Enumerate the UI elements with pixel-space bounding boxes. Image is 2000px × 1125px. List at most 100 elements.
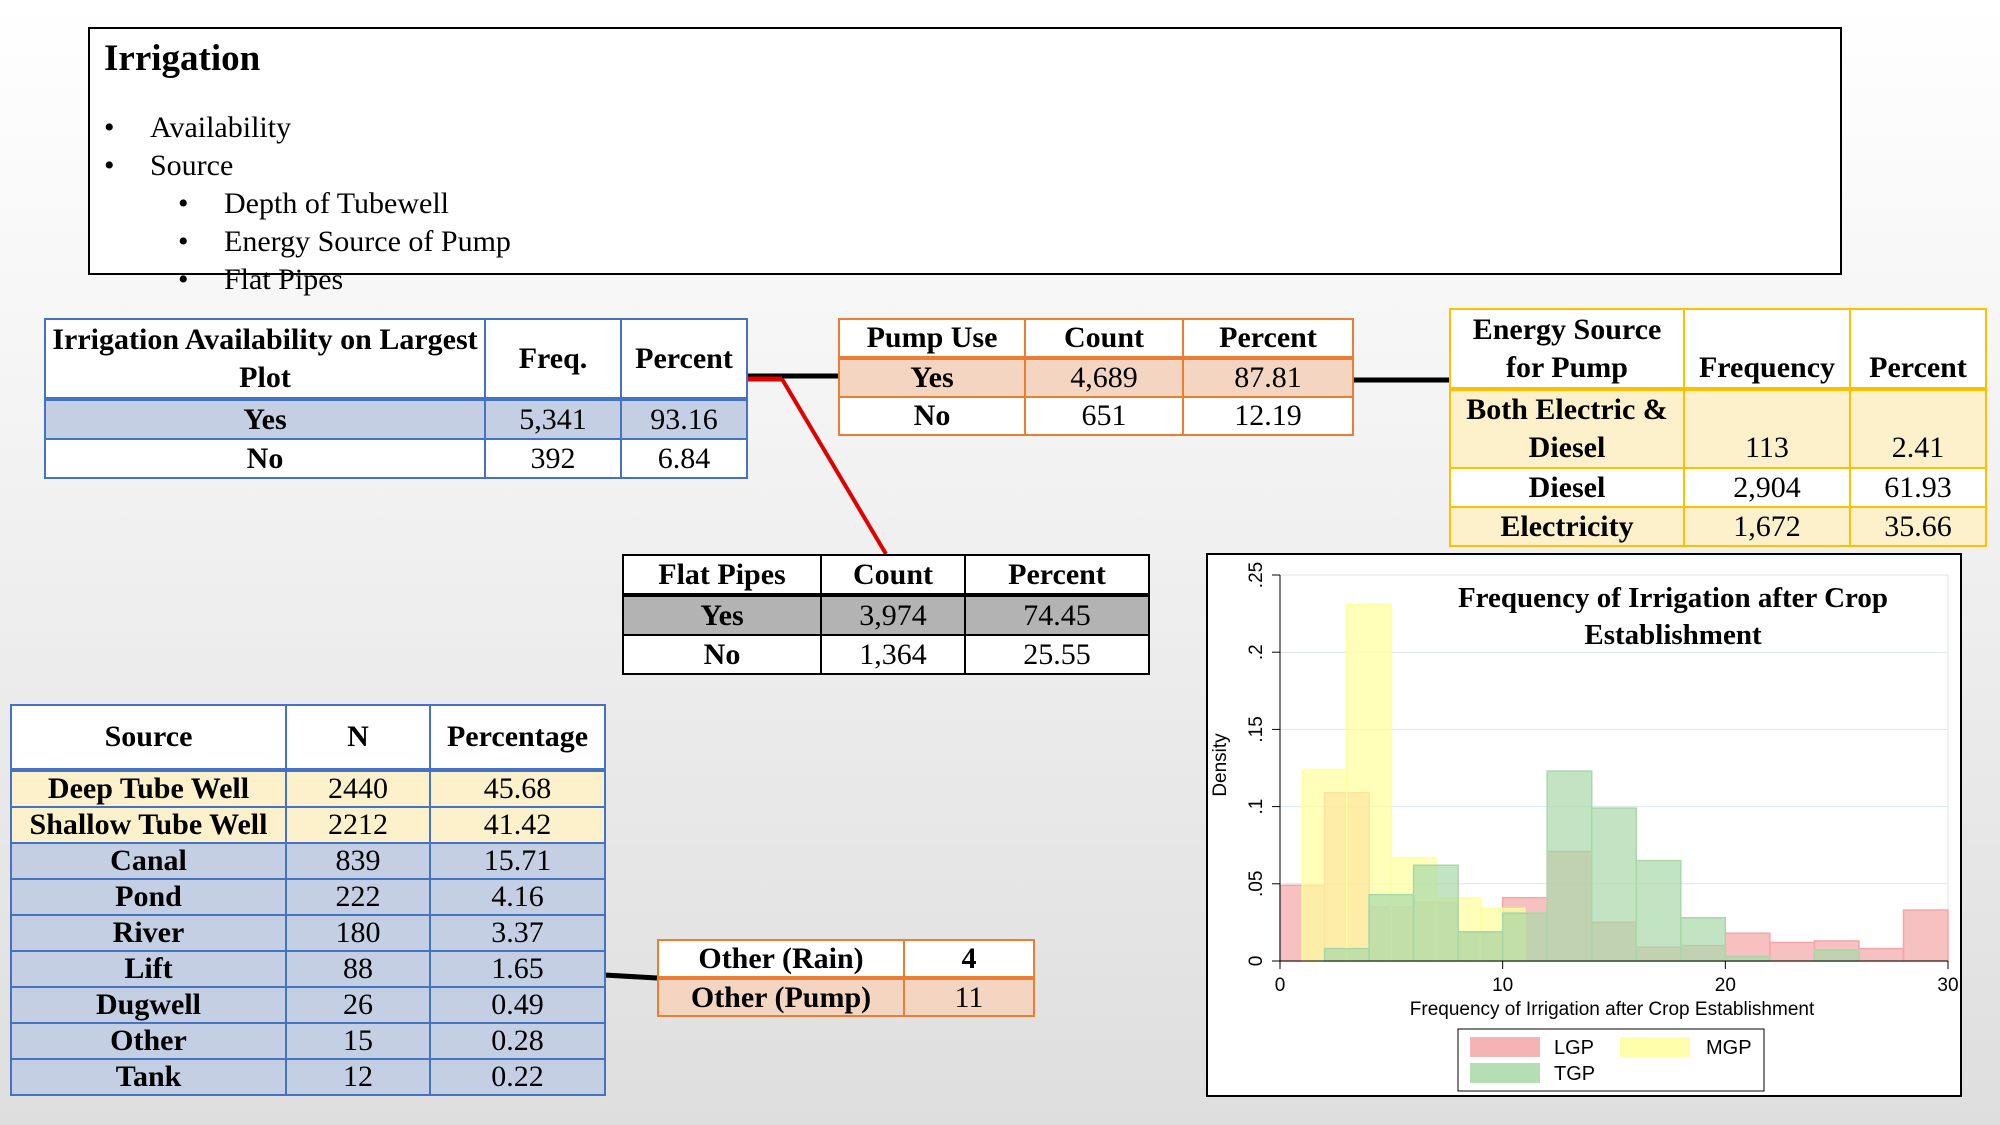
table-row: Canal 839 15.71 (10, 842, 606, 880)
cell-n: 2440 (285, 769, 431, 808)
table-row: No 651 12.19 (838, 396, 1354, 436)
cell-percent: 35.66 (1849, 506, 1987, 547)
cell-n: 180 (285, 914, 431, 952)
y-tick-label: 0 (1246, 956, 1267, 967)
cell-n: 88 (285, 950, 431, 988)
outline-subitem-label: Energy Source of Pump (224, 225, 511, 258)
cell-freq: 113 (1683, 388, 1851, 469)
row-label: Tank (10, 1058, 287, 1096)
bullet: • (178, 263, 189, 296)
cell-pct: 15.71 (429, 842, 606, 880)
column-header: Percentage (429, 704, 606, 772)
table-row: Tank 12 0.22 (10, 1058, 606, 1096)
column-header: Percent (1849, 308, 1987, 391)
column-header: Percent (964, 554, 1150, 597)
column-header: Freq. (484, 318, 622, 401)
x-tick-label: 30 (1937, 975, 1958, 996)
connector-source-to-other (603, 972, 658, 981)
table-row: Other (Rain) 4 (657, 939, 1035, 980)
table-row: Electricity 1,672 35.66 (1449, 506, 1987, 547)
row-label: Lift (10, 950, 287, 988)
x-tick-label: 0 (1275, 975, 1286, 996)
cell-value: 4 (903, 939, 1035, 980)
cell-pct: 0.49 (429, 986, 606, 1024)
bullet: • (178, 225, 189, 258)
legend-swatch-tgp (1470, 1063, 1540, 1083)
bullet: • (104, 111, 115, 144)
chart-title-line2: Establishment (1584, 619, 1762, 651)
table-row: Deep Tube Well 2440 45.68 (10, 769, 606, 808)
cell-freq: 392 (484, 438, 622, 479)
cell-freq: 5,341 (484, 398, 622, 440)
other-source-table: Other (Rain) 4 Other (Pump) 11 (657, 939, 1035, 1017)
cell-count: 3,974 (820, 594, 966, 636)
cell-count: 651 (1024, 396, 1184, 436)
row-label: River (10, 914, 287, 952)
y-tick-label: .1 (1246, 799, 1267, 815)
table-row: Other (Pump) 11 (657, 977, 1035, 1017)
histogram-bar-tgp (1813, 949, 1860, 962)
axes: 0 .05 .1 .15 .2 .25 0 10 20 30 (1246, 562, 1959, 996)
cell-freq: 1,672 (1683, 506, 1851, 547)
histogram-svg: 0 .05 .1 .15 .2 .25 0 10 20 30 Frequency of Irrig… (1210, 562, 1959, 1092)
legend-label-tgp: TGP (1554, 1063, 1595, 1085)
cell-pct: 3.37 (429, 914, 606, 952)
histogram-bar-tgp (1590, 807, 1638, 962)
table-row: Dugwell 26 0.49 (10, 986, 606, 1024)
cell-pct: 41.42 (429, 806, 606, 844)
histogram-bar-lgp (1769, 941, 1816, 962)
row-label: Yes (622, 594, 822, 636)
cell-percent: 12.19 (1182, 396, 1354, 436)
legend: LGP MGP TGP (1457, 1028, 1765, 1092)
outline-box: Irrigation • Availability • Source • Depth … (88, 27, 1842, 296)
table-row: Pond 222 4.16 (10, 878, 606, 916)
table-row: Yes 3,974 74.45 (622, 594, 1150, 636)
column-header: Count (820, 554, 966, 597)
outline-item-label: Source (150, 149, 234, 182)
cell-pct: 1.65 (429, 950, 606, 988)
histogram-bar-tgp (1635, 859, 1682, 962)
row-label: Both Electric & Diesel (1449, 388, 1685, 469)
x-tick-label: 20 (1715, 975, 1736, 996)
cell-percent: 74.45 (964, 594, 1150, 636)
legend-label-mgp: MGP (1706, 1037, 1752, 1059)
row-label: Electricity (1449, 506, 1685, 547)
table-header-row: Flat Pipes Count Percent (622, 554, 1150, 597)
cell-n: 839 (285, 842, 431, 880)
histogram-bar-tgp (1323, 947, 1370, 962)
row-label: Canal (10, 842, 287, 880)
cell-n: 222 (285, 878, 431, 916)
column-header: Pump Use (838, 318, 1026, 360)
row-label: Dugwell (10, 986, 287, 1024)
table-row: Lift 88 1.65 (10, 950, 606, 988)
table-header-row: Source N Percentage (10, 704, 606, 772)
table-row: Both Electric & Diesel 113 2.41 (1449, 388, 1987, 469)
histogram-bar-tgp (1546, 770, 1593, 962)
cell-n: 15 (285, 1022, 431, 1060)
column-header: Frequency (1683, 308, 1851, 391)
row-label: Other (10, 1022, 287, 1060)
row-label: Shallow Tube Well (10, 806, 287, 844)
row-label: Yes (44, 398, 486, 440)
table-header-row: Pump Use Count Percent (838, 318, 1354, 360)
table-row: No 392 6.84 (44, 438, 748, 479)
cell-n: 26 (285, 986, 431, 1024)
chart-title-line1: Frequency of Irrigation after Crop (1458, 582, 1888, 614)
table-row: Shallow Tube Well 2212 41.42 (10, 806, 606, 844)
table-row: Diesel 2,904 61.93 (1449, 467, 1987, 508)
energy-source-table: Energy Source for Pump Frequency Percent… (1449, 308, 1987, 547)
outline-subitem-depth: • Depth of Tubewell (178, 185, 511, 223)
cell-percent: 93.16 (620, 398, 748, 440)
histogram-bar-tgp (1412, 864, 1459, 962)
cell-value: 11 (903, 977, 1035, 1017)
cell-count: 1,364 (820, 634, 966, 675)
row-label: Diesel (1449, 467, 1685, 508)
column-header: Source (10, 704, 287, 772)
histogram-chart: 0 .05 .1 .15 .2 .25 0 10 20 30 Frequency of Irrig… (1206, 553, 1962, 1097)
cell-percent: 2.41 (1849, 388, 1987, 469)
cell-percent: 6.84 (620, 438, 748, 479)
outline-subitem-label: Depth of Tubewell (224, 187, 449, 220)
column-header: Energy Source for Pump (1449, 308, 1685, 391)
column-header: Count (1024, 318, 1184, 360)
